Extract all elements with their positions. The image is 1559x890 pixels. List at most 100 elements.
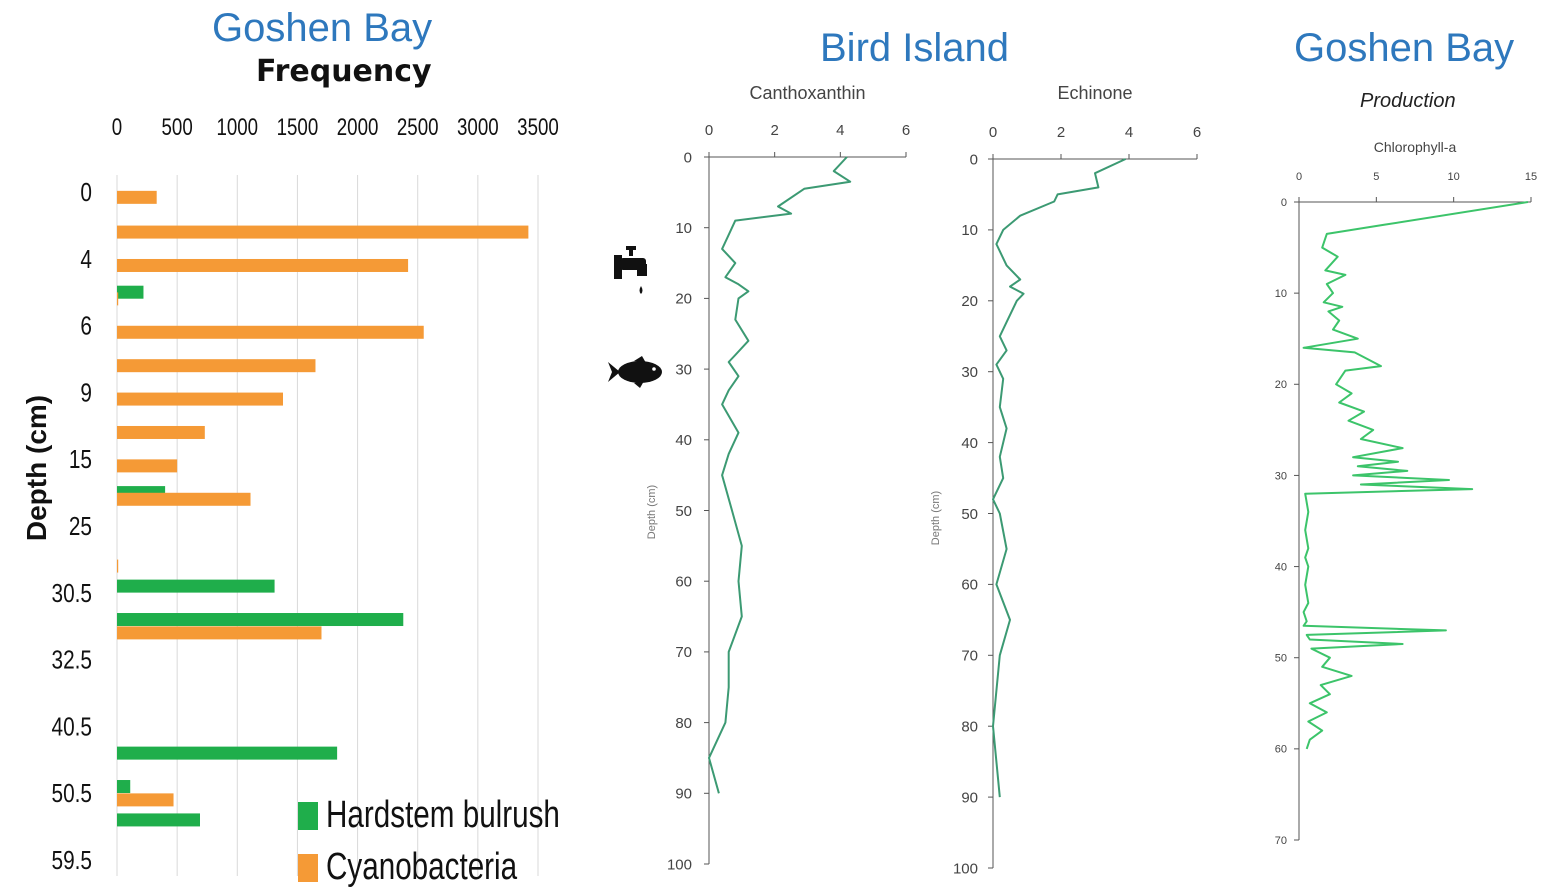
y-tick-label: 50 bbox=[675, 503, 692, 520]
bar-bulrush bbox=[117, 813, 200, 826]
bar-x-tick-label: 500 bbox=[162, 114, 193, 141]
y-tick-label: 60 bbox=[1275, 744, 1287, 756]
y-tick-label: 60 bbox=[961, 577, 978, 594]
y-tick-label: 20 bbox=[675, 291, 692, 308]
y-tick-label: 30 bbox=[1275, 470, 1287, 482]
y-tick-label: 10 bbox=[1275, 288, 1287, 300]
data-series-line bbox=[1304, 202, 1528, 749]
y-tick-label: 90 bbox=[961, 789, 978, 806]
y-tick-label: 50 bbox=[961, 506, 978, 523]
bar-cyanobacteria bbox=[117, 493, 251, 506]
x-tick-label: 0 bbox=[989, 124, 997, 141]
y-tick-label: 40 bbox=[675, 432, 692, 449]
bar-y-tick-label: 6 bbox=[80, 311, 92, 340]
y-tick-label: 70 bbox=[675, 644, 692, 661]
bar-cyanobacteria bbox=[117, 626, 321, 639]
line-chart-title: Canthoxanthin bbox=[749, 83, 865, 103]
y-tick-label: 80 bbox=[675, 715, 692, 732]
data-series-line bbox=[709, 157, 850, 793]
y-tick-label: 10 bbox=[675, 220, 692, 237]
x-tick-label: 4 bbox=[836, 122, 844, 139]
legend-swatch-bulrush bbox=[298, 802, 318, 830]
x-tick-label: 2 bbox=[770, 122, 778, 139]
bar-cyanobacteria bbox=[117, 426, 205, 439]
y-tick-label: 0 bbox=[1281, 197, 1287, 209]
bar-y-tick-label: 50.5 bbox=[52, 779, 92, 808]
bar-x-tick-label: 2500 bbox=[397, 114, 439, 141]
line-chart-title: Echinone bbox=[1057, 83, 1132, 103]
bar-y-tick-label: 4 bbox=[80, 245, 92, 274]
y-tick-label: 30 bbox=[961, 364, 978, 381]
y-tick-label: 100 bbox=[667, 856, 692, 873]
x-tick-label: 4 bbox=[1125, 124, 1133, 141]
legend-label-cyanobacteria: Cyanobacteria bbox=[326, 846, 517, 889]
y-tick-label: 60 bbox=[675, 573, 692, 590]
data-series-line bbox=[993, 159, 1126, 797]
y-tick-label: 70 bbox=[1275, 835, 1287, 847]
bar-cyanobacteria bbox=[117, 326, 424, 339]
bar-bulrush bbox=[117, 286, 143, 299]
bar-chart: 0 500 1000 1500 2000 2500 3000 3500 0 4 6 9 15 25 30.5… bbox=[21, 114, 559, 876]
bar-cyanobacteria bbox=[117, 191, 157, 204]
y-tick-label: 40 bbox=[1275, 561, 1287, 573]
bar-cyanobacteria bbox=[117, 226, 528, 239]
y-tick-label: 80 bbox=[961, 718, 978, 735]
bar-cyanobacteria bbox=[117, 459, 177, 472]
bar-y-tick-label: 59.5 bbox=[52, 846, 92, 875]
line-chart-chlorophyll: 0 5 10 15 0 10 20 30 40 50 60 70 Chlorophyll-a bbox=[1275, 139, 1537, 847]
bar-cyanobacteria bbox=[117, 393, 283, 406]
line-chart-title: Chlorophyll-a bbox=[1374, 139, 1457, 155]
line-chart-echinone: 0 2 4 60102030405060708090100EchinoneDepth … bbox=[930, 83, 1201, 877]
x-tick-label: 2 bbox=[1057, 124, 1065, 141]
x-tick-label: 0 bbox=[705, 122, 713, 139]
legend-label-bulrush: Hardstem bulrush bbox=[326, 794, 560, 837]
y-tick-label: 90 bbox=[675, 786, 692, 803]
fish-icon bbox=[608, 356, 662, 388]
bar-y-axis-label: Depth (cm) bbox=[21, 395, 52, 541]
y-tick-label: 30 bbox=[675, 361, 692, 378]
bar-x-tick-label: 3500 bbox=[517, 114, 559, 141]
y-tick-label: 20 bbox=[1275, 379, 1287, 391]
bar-x-tick-label: 1000 bbox=[216, 114, 258, 141]
bar-cyanobacteria bbox=[117, 292, 118, 305]
bar-bulrush bbox=[117, 747, 337, 760]
bar-cyanobacteria bbox=[117, 560, 118, 573]
bar-cyanobacteria bbox=[117, 259, 408, 272]
legend-item-cyanobacteria: Cyanobacteria bbox=[298, 846, 571, 889]
y-tick-label: 0 bbox=[684, 149, 692, 166]
faucet-icon bbox=[614, 246, 647, 294]
y-tick-label: 70 bbox=[961, 648, 978, 665]
x-tick-label: 5 bbox=[1373, 171, 1379, 183]
bar-y-tick-label: 0 bbox=[80, 178, 92, 207]
y-tick-label: 10 bbox=[961, 222, 978, 239]
y-tick-label: 50 bbox=[1275, 653, 1287, 665]
legend-item-bulrush: Hardstem bulrush bbox=[298, 794, 626, 837]
bar-y-tick-label: 25 bbox=[69, 512, 92, 541]
bar-y-tick-label: 32.5 bbox=[52, 645, 92, 674]
line-chart-y-label: Depth (cm) bbox=[930, 491, 942, 545]
bar-y-tick-label: 30.5 bbox=[52, 579, 92, 608]
bar-y-tick-label: 40.5 bbox=[52, 712, 92, 741]
bar-bulrush bbox=[117, 613, 403, 626]
y-tick-label: 20 bbox=[961, 293, 978, 310]
bar-x-tick-label: 2000 bbox=[337, 114, 379, 141]
x-tick-label: 6 bbox=[902, 122, 910, 139]
bar-bulrush bbox=[117, 780, 130, 793]
bar-cyanobacteria bbox=[117, 359, 315, 372]
bar-bulrush bbox=[117, 580, 275, 593]
bar-x-tick-label: 3000 bbox=[457, 114, 499, 141]
bar-x-tick-label: 0 bbox=[112, 114, 122, 141]
y-tick-label: 100 bbox=[953, 860, 978, 877]
bar-x-tick-label: 1500 bbox=[277, 114, 319, 141]
x-tick-label: 15 bbox=[1525, 171, 1537, 183]
line-chart-canthoxanthin: 0 2 4 60102030405060708090100CanthoxanthinD… bbox=[646, 83, 910, 873]
x-tick-label: 0 bbox=[1296, 171, 1302, 183]
x-tick-label: 6 bbox=[1193, 124, 1201, 141]
y-tick-label: 40 bbox=[961, 435, 978, 452]
bar-cyanobacteria bbox=[117, 793, 174, 806]
bar-y-tick-label: 15 bbox=[69, 445, 92, 474]
line-chart-y-label: Depth (cm) bbox=[646, 485, 658, 539]
y-tick-label: 0 bbox=[970, 151, 978, 168]
legend-swatch-cyanobacteria bbox=[298, 854, 318, 882]
